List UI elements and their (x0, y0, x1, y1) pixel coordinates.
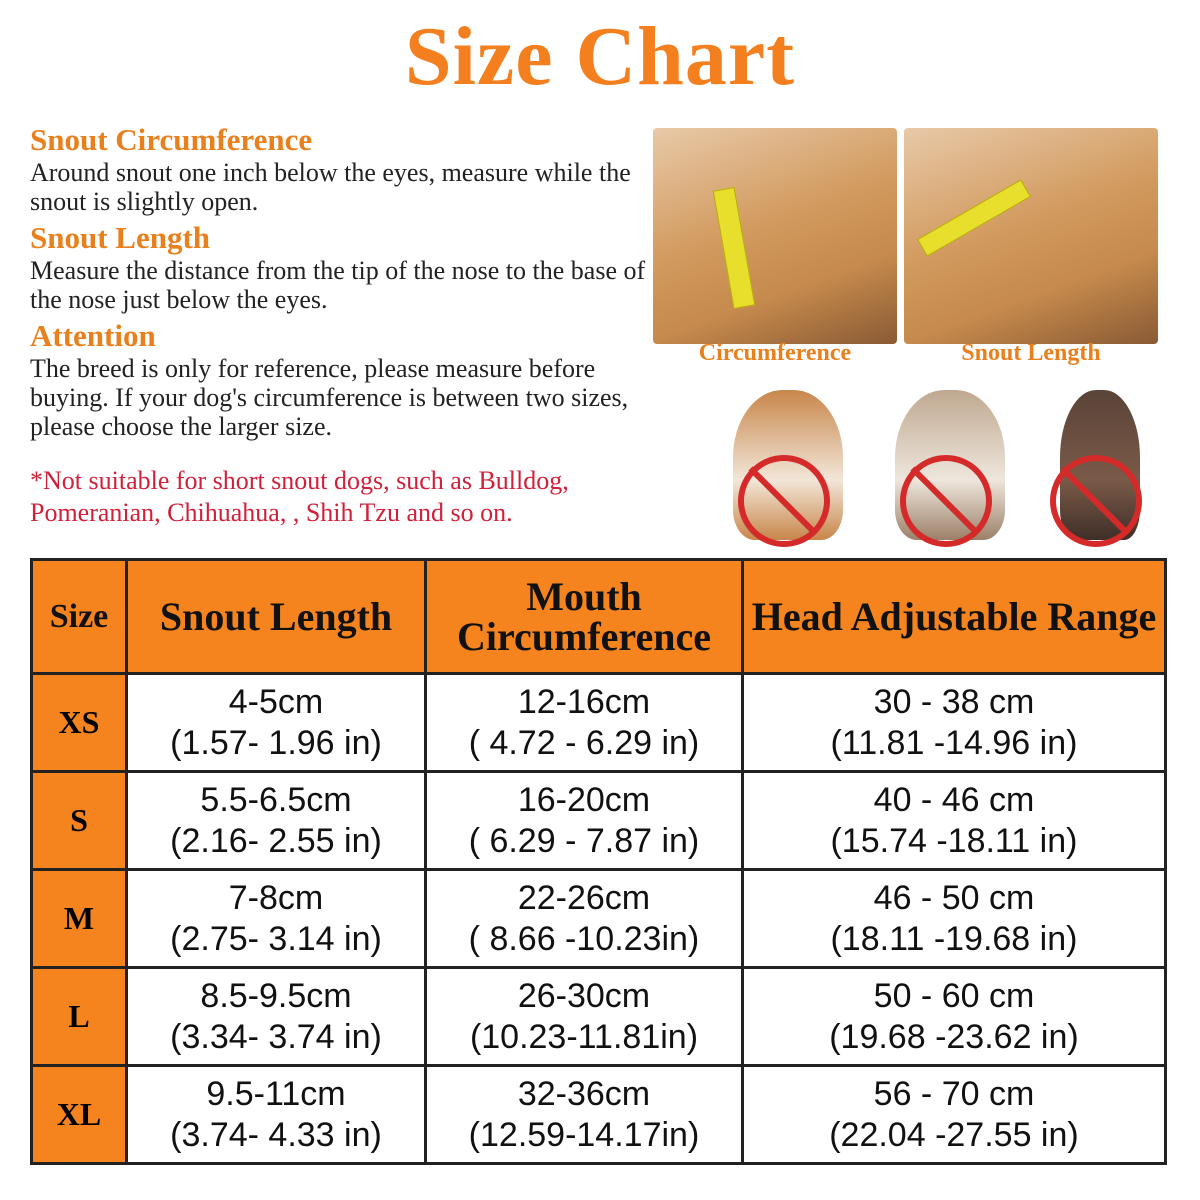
table-header-row: Size Snout Length Mouth Circumference He… (30, 558, 1168, 675)
mouth-circumference-cell: 12-16cm( 4.72 - 6.29 in) (424, 672, 744, 773)
head-in: (19.68 -23.62 in) (829, 1017, 1079, 1056)
head-range-cell: 46 - 50 cm (18.11 -19.68 in) (740, 868, 1168, 969)
snout-length-heading: Snout Length (30, 220, 211, 255)
mouth-in: (12.59-14.17in) (468, 1115, 700, 1154)
mouth-cm: 12-16cm (517, 682, 651, 721)
header-head-adjustable-range: Head Adjustable Range (740, 558, 1168, 675)
head-cm: 56 - 70 cm (873, 1074, 1035, 1113)
mouth-cm: 32-36cm (517, 1074, 651, 1113)
head-in: (18.11 -19.68 in) (830, 919, 1078, 958)
table-row: XS 4-5cm (1.57- 1.96 in) 12-16cm( 4.72 - … (30, 672, 1168, 773)
table-row: L 8.5-9.5cm (3.34- 3.74 in) 26-30cm (10.23… (30, 966, 1168, 1067)
snout-cm: 9.5-11cm (206, 1074, 346, 1113)
attention-text: The breed is only for reference, please … (30, 354, 629, 441)
snout-in: (1.57- 1.96 in) (170, 723, 382, 762)
snout-length-cell: 4-5cm (1.57- 1.96 in) (125, 672, 427, 773)
snout-length-photo (904, 128, 1158, 344)
mouth-circumference-cell: 16-20cm( 6.29 - 7.87 in) (424, 770, 744, 871)
mouth-in: ( 6.29 - 7.87 in) (468, 821, 700, 860)
mouth-circumference-cell: 26-30cm (10.23-11.81in) (424, 966, 744, 1067)
mouth-in: ( 4.72 - 6.29 in) (468, 723, 700, 762)
snout-length-cell: 9.5-11cm (3.74- 4.33 in) (125, 1064, 427, 1165)
prohibited-icon (1050, 455, 1142, 547)
snout-length-cell: 8.5-9.5cm (3.34- 3.74 in) (125, 966, 427, 1067)
snout-circumference-heading: Snout Circumference (30, 122, 313, 157)
head-cm: 30 - 38 cm (873, 682, 1035, 721)
snout-cm: 4-5cm (228, 682, 324, 721)
mouth-cm: 16-20cm (517, 780, 651, 819)
size-chart-table: Size Snout Length Mouth Circumference He… (30, 558, 1168, 1165)
head-in: (11.81 -14.96 in) (830, 723, 1078, 762)
chihuahua-not-suitable-image (1030, 380, 1170, 550)
mouth-cm: 26-30cm (517, 976, 651, 1015)
snout-length-cell: 5.5-6.5cm (2.16- 2.55 in) (125, 770, 427, 871)
snout-circumference-text: Around snout one inch below the eyes, me… (30, 158, 631, 216)
size-cell: XS (30, 672, 128, 773)
size-cell: S (30, 770, 128, 871)
prohibited-icon (738, 455, 830, 547)
snout-cm: 5.5-6.5cm (200, 780, 352, 819)
mouth-circumference-cell: 32-36cm (12.59-14.17in) (424, 1064, 744, 1165)
size-cell: M (30, 868, 128, 969)
attention-heading: Attention (30, 318, 156, 353)
head-range-cell: 56 - 70 cm (22.04 -27.55 in) (740, 1064, 1168, 1165)
mouth-in: (10.23-11.81in) (469, 1017, 699, 1056)
head-range-cell: 30 - 38 cm (11.81 -14.96 in) (740, 672, 1168, 773)
measurement-instructions: Snout Circumference Around snout one inc… (30, 122, 670, 529)
head-cm: 46 - 50 cm (873, 878, 1035, 917)
circumference-caption: Circumference (698, 340, 852, 366)
size-cell: L (30, 966, 128, 1067)
mouth-cm: 22-26cm (517, 878, 651, 917)
head-range-cell: 40 - 46 cm (15.74 -18.11 in) (740, 770, 1168, 871)
shih-tzu-not-suitable-image (880, 380, 1020, 550)
mouth-circumference-cell: 22-26cm( 8.66 -10.23in) (424, 868, 744, 969)
snout-length-text: Measure the distance from the tip of the… (30, 256, 646, 314)
snout-cm: 7-8cm (228, 878, 324, 917)
header-mouth-circumference: Mouth Circumference (424, 558, 744, 675)
mouth-in: ( 8.66 -10.23in) (468, 919, 700, 958)
header-size: Size (30, 558, 128, 675)
warning-note: *Not suitable for short snout dogs, such… (30, 466, 569, 527)
prohibited-icon (900, 455, 992, 547)
snout-in: (2.16- 2.55 in) (170, 821, 382, 860)
head-cm: 50 - 60 cm (873, 976, 1035, 1015)
circumference-photo (653, 128, 897, 344)
table-row: XL 9.5-11cm (3.74- 4.33 in) 32-36cm (12.59… (30, 1064, 1168, 1165)
bulldog-not-suitable-image (718, 380, 858, 550)
snout-length-caption: Snout Length (961, 340, 1101, 366)
snout-cm: 8.5-9.5cm (200, 976, 352, 1015)
snout-in: (2.75- 3.14 in) (170, 919, 382, 958)
size-cell: XL (30, 1064, 128, 1165)
snout-length-cell: 7-8cm (2.75- 3.14 in) (125, 868, 427, 969)
snout-in: (3.34- 3.74 in) (170, 1017, 382, 1056)
head-cm: 40 - 46 cm (873, 780, 1035, 819)
page-title: Size Chart (404, 10, 796, 103)
table-row: S 5.5-6.5cm (2.16- 2.55 in) 16-20cm( 6.29… (30, 770, 1168, 871)
header-snout-length: Snout Length (125, 558, 427, 675)
head-in: (22.04 -27.55 in) (829, 1115, 1079, 1154)
head-in: (15.74 -18.11 in) (830, 821, 1078, 860)
table-row: M 7-8cm (2.75- 3.14 in) 22-26cm( 8.66 -10… (30, 868, 1168, 969)
snout-in: (3.74- 4.33 in) (170, 1115, 382, 1154)
head-range-cell: 50 - 60 cm (19.68 -23.62 in) (740, 966, 1168, 1067)
